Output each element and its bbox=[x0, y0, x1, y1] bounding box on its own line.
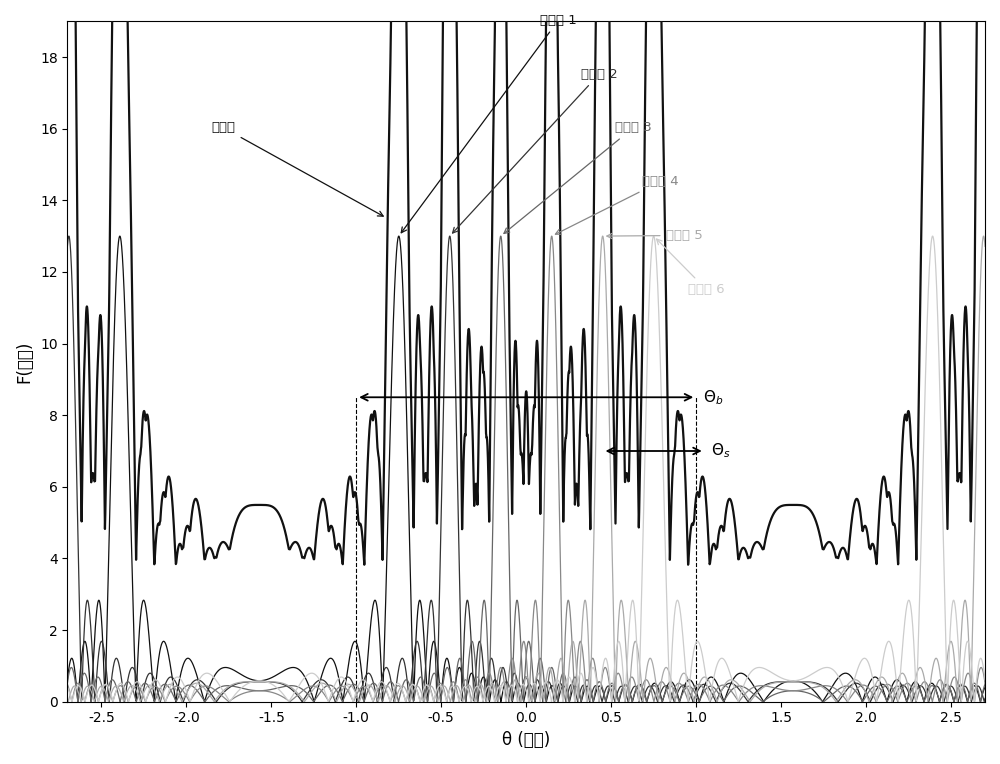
Text: $\Theta_s$: $\Theta_s$ bbox=[711, 442, 731, 461]
Text: 子波束 3: 子波束 3 bbox=[504, 121, 651, 234]
Text: 子波束 1: 子波束 1 bbox=[401, 14, 577, 233]
Text: 子波束 4: 子波束 4 bbox=[555, 175, 678, 235]
Y-axis label: F(分贝): F(分贝) bbox=[15, 340, 33, 383]
Text: 宽波束: 宽波束 bbox=[212, 121, 383, 216]
Text: 子波束 5: 子波束 5 bbox=[607, 229, 702, 242]
Text: $\Theta_b$: $\Theta_b$ bbox=[703, 388, 723, 406]
X-axis label: θ (弧度): θ (弧度) bbox=[502, 731, 550, 749]
Text: 子波束 2: 子波束 2 bbox=[453, 68, 617, 233]
Text: 子波束 6: 子波束 6 bbox=[657, 239, 724, 296]
